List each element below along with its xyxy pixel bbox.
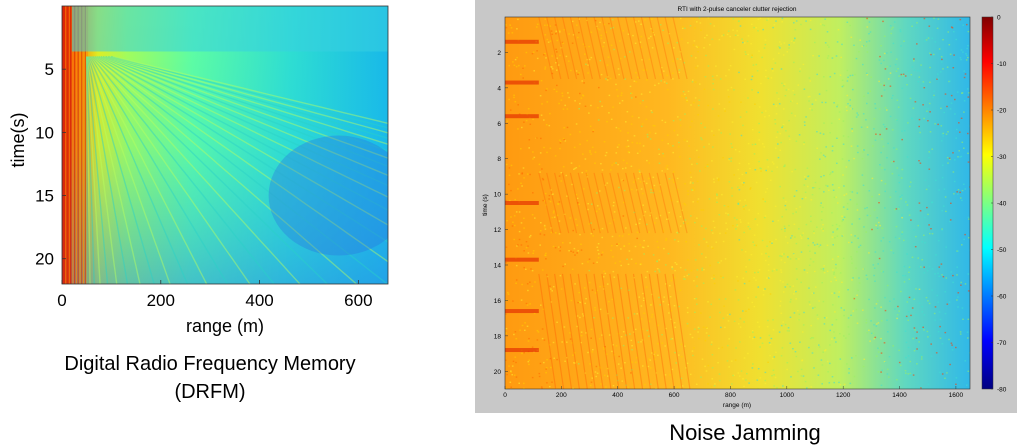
- drfm-ytick-label: 10: [35, 123, 54, 142]
- noise-ytick-label: 16: [494, 298, 502, 305]
- colorbar-tick-label: -80: [997, 387, 1007, 394]
- drfm-xtick-label: 400: [245, 291, 273, 310]
- noise-xtick-label: 400: [612, 392, 623, 399]
- drfm-xtick-label: 0: [57, 291, 66, 310]
- colorbar-tick-label: 0: [997, 15, 1001, 22]
- colorbar-tick-label: -40: [997, 201, 1007, 208]
- drfm-caption-line1: Digital Radio Frequency Memory: [64, 353, 356, 375]
- noise-ytick-label: 10: [494, 192, 502, 199]
- drfm-caption: Digital Radio Frequency Memory (DRFM): [20, 350, 400, 406]
- drfm-ytick-label: 20: [35, 250, 54, 269]
- noise-heatmap: [505, 17, 970, 389]
- noise-xtick-label: 0: [503, 392, 507, 399]
- noise-xtick-label: 800: [725, 392, 736, 399]
- colorbar-tick-label: -70: [997, 340, 1007, 347]
- noise-ytick-label: 12: [494, 227, 502, 234]
- drfm-ylabel: time(s): [8, 113, 28, 168]
- noise-xtick-label: 1400: [892, 392, 907, 399]
- colorbar-tick-label: -20: [997, 108, 1007, 115]
- noise-xlabel: range (m): [723, 402, 751, 409]
- noise-ytick-label: 4: [497, 85, 501, 92]
- noise-xtick-label: 1600: [949, 392, 964, 399]
- noise-ytick-label: 2: [497, 50, 501, 57]
- noise-caption: Noise Jamming: [669, 420, 821, 445]
- colorbar-tick-label: -50: [997, 247, 1007, 254]
- drfm-chart: 0 200 400 600 5 10 15 20 range (m) time(s): [8, 5, 389, 336]
- drfm-ytick-label: 15: [35, 187, 54, 206]
- noise-title: RTI with 2-pulse canceler clutter reject…: [677, 6, 796, 13]
- noise-ytick-label: 18: [494, 333, 502, 340]
- colorbar-tick-label: -30: [997, 154, 1007, 161]
- noise-ytick-label: 6: [497, 121, 501, 128]
- noise-xtick-label: 600: [669, 392, 680, 399]
- noise-xtick-label: 1000: [780, 392, 795, 399]
- noise-xtick-label: 200: [556, 392, 567, 399]
- drfm-xtick-label: 200: [147, 291, 175, 310]
- drfm-caption-line2: (DRFM): [174, 381, 246, 403]
- colorbar-tick-label: -10: [997, 61, 1007, 68]
- colorbar-tick-label: -60: [997, 294, 1007, 301]
- noise-ytick-label: 8: [497, 156, 501, 163]
- noise-ytick-label: 20: [494, 369, 502, 376]
- noise-ytick-label: 14: [494, 263, 502, 270]
- drfm-xlabel: range (m): [186, 316, 264, 336]
- drfm-ytick-label: 5: [45, 60, 54, 79]
- noise-jamming-chart: RTI with 2-pulse canceler clutter reject…: [482, 6, 1007, 409]
- noise-xtick-label: 1200: [836, 392, 851, 399]
- noise-ylabel: time (s): [482, 194, 489, 216]
- drfm-xtick-label: 600: [344, 291, 372, 310]
